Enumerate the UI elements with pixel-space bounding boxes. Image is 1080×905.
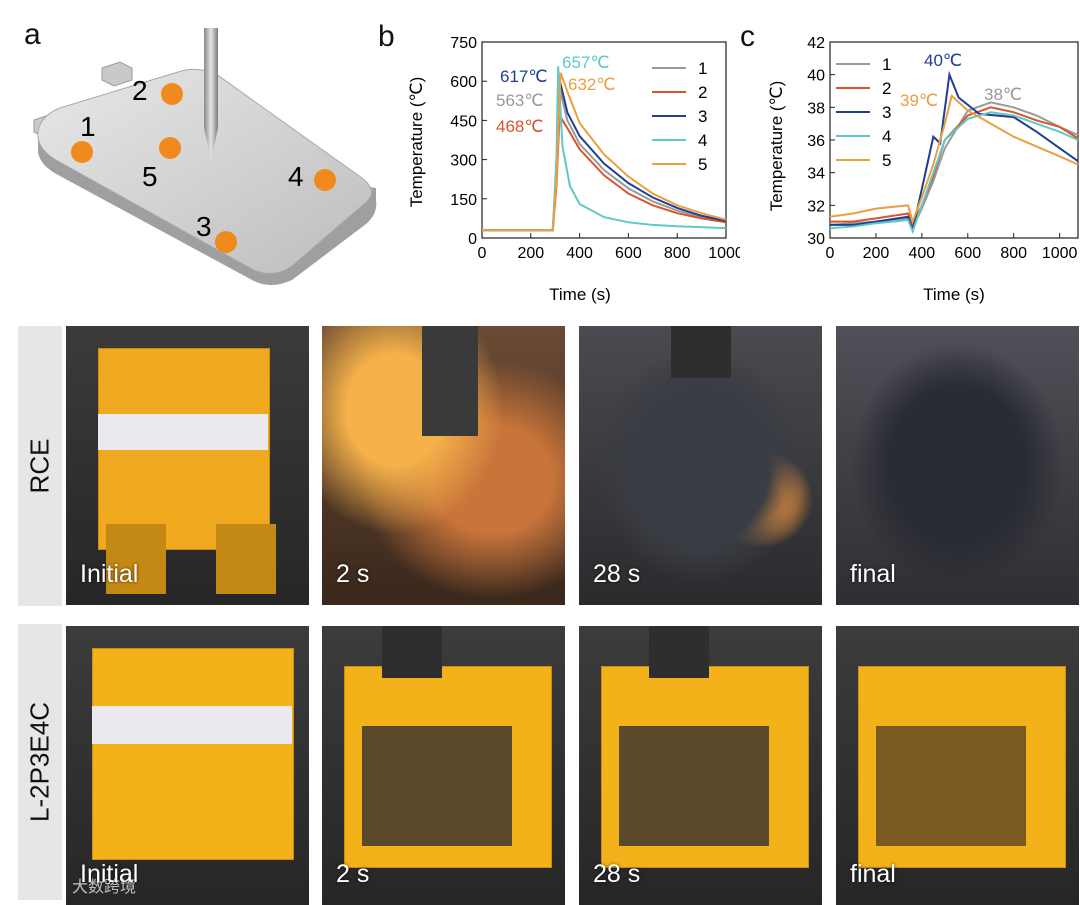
peak-annotation: 40℃: [924, 51, 962, 70]
plot-frame: [829, 41, 1079, 239]
frame-caption: final: [850, 560, 896, 588]
legend-label-4: 4: [698, 131, 707, 150]
chart-temperature-rce: 0 200 400 600 800 1000 0 150 300 450 600 750 1 2 3 4 5 61…: [407, 35, 740, 304]
y-axis-label: Temperature (℃): [767, 81, 786, 212]
legend-label-1: 1: [882, 55, 891, 74]
y-tick-label: 450: [450, 113, 477, 130]
peak-annotation: 617℃: [500, 67, 547, 86]
photo-rce-final: final: [836, 326, 1079, 605]
x-tick-label: 400: [909, 245, 936, 262]
photo-l2p3e4c-final: final: [836, 626, 1079, 905]
x-tick-label: 600: [615, 245, 642, 262]
point-label-3: 3: [196, 211, 212, 242]
photo-rce-initial: Initial: [66, 326, 309, 605]
y-tick-label: 40: [807, 68, 825, 85]
peak-annotation: 39℃: [900, 91, 938, 110]
series-line-4: [829, 111, 1079, 235]
x-axis-label: Time (s): [923, 285, 985, 304]
frame-caption: final: [850, 860, 896, 888]
y-tick-label: 150: [450, 192, 477, 209]
photo-l2p3e4c-initial: Initial 大数跨境: [66, 626, 309, 905]
frame-caption: 28 s: [593, 560, 641, 588]
legend-label-2: 2: [882, 79, 891, 98]
x-tick-label: 400: [566, 245, 593, 262]
thermocouple-point-1: [71, 141, 93, 163]
panel-label-b: b: [378, 20, 395, 53]
x-tick-label: 800: [664, 245, 691, 262]
x-tick-label: 800: [1000, 245, 1027, 262]
frame-caption: 2 s: [336, 860, 370, 888]
series-line-5: [829, 94, 1079, 225]
x-tick-label: 0: [826, 245, 835, 262]
y-tick-label: 750: [450, 35, 477, 52]
y-tick-label: 38: [807, 100, 825, 117]
x-tick-label: 200: [517, 245, 544, 262]
peak-annotation: 657℃: [562, 53, 609, 72]
y-axis-label: Temperature (℃): [407, 77, 426, 208]
peak-annotation: 38℃: [984, 85, 1022, 104]
point-label-1: 1: [80, 111, 96, 142]
x-tick-label: 1000: [1042, 245, 1078, 262]
photo-l2p3e4c-2s: 2 s: [322, 626, 565, 905]
photo-l2p3e4c-28s: 28 s: [579, 626, 822, 905]
x-tick-label: 200: [863, 245, 890, 262]
legend-label-3: 3: [882, 103, 891, 122]
y-tick-label: 34: [807, 166, 825, 183]
panel-label-c: c: [740, 20, 755, 53]
frame-caption: Initial: [80, 560, 139, 588]
frame-caption: Initial: [80, 860, 139, 888]
peak-annotation: 563℃: [496, 91, 543, 110]
needle-tip: [204, 128, 218, 160]
point-label-4: 4: [288, 161, 304, 192]
watermark: 大数跨境: [72, 879, 137, 896]
x-tick-label: 1000: [708, 245, 740, 262]
thermocouple-point-5: [159, 137, 181, 159]
y-tick-label: 600: [450, 74, 477, 91]
peak-annotation: 468℃: [496, 117, 543, 136]
y-tick-label: 0: [468, 231, 477, 248]
thermocouple-point-2: [161, 83, 183, 105]
battery-tab: [101, 61, 133, 87]
plot-frame: [481, 41, 727, 239]
series-line-5: [482, 72, 727, 232]
legend-label-5: 5: [882, 151, 891, 170]
y-tick-label: 36: [807, 133, 825, 150]
legend-label-3: 3: [698, 107, 707, 126]
legend-label-4: 4: [882, 127, 891, 146]
x-axis-label: Time (s): [549, 285, 611, 304]
row-label-l2p3e4c: L-2P3E4C: [18, 624, 62, 900]
needle: [204, 28, 218, 128]
nail-penetration-schematic: 1 2 3 4 5: [33, 28, 377, 285]
photo-rce-28s: 28 s: [579, 326, 822, 605]
y-tick-label: 30: [807, 231, 825, 248]
y-tick-label: 42: [807, 35, 825, 52]
frame-caption: 28 s: [593, 860, 641, 888]
panel-label-a: a: [24, 18, 41, 51]
thermocouple-point-4: [314, 169, 336, 191]
point-label-2: 2: [132, 75, 148, 106]
frame-caption: 2 s: [336, 560, 370, 588]
chart-temperature-l2p3e4c: 0 200 400 600 800 1000303234363840421234540℃3…: [767, 35, 1079, 304]
y-tick-label: 32: [807, 198, 825, 215]
row-label-rce: RCE: [18, 326, 62, 606]
point-label-5: 5: [142, 161, 158, 192]
photo-rce-2s: 2 s: [322, 326, 565, 605]
x-tick-label: 600: [954, 245, 981, 262]
thermocouple-point-3: [215, 231, 237, 253]
y-tick-label: 300: [450, 153, 477, 170]
x-tick-label: 0: [478, 245, 487, 262]
peak-annotation: 632℃: [568, 75, 615, 94]
legend-label-1: 1: [698, 59, 707, 78]
legend-label-2: 2: [698, 83, 707, 102]
legend-label-5: 5: [698, 155, 707, 174]
